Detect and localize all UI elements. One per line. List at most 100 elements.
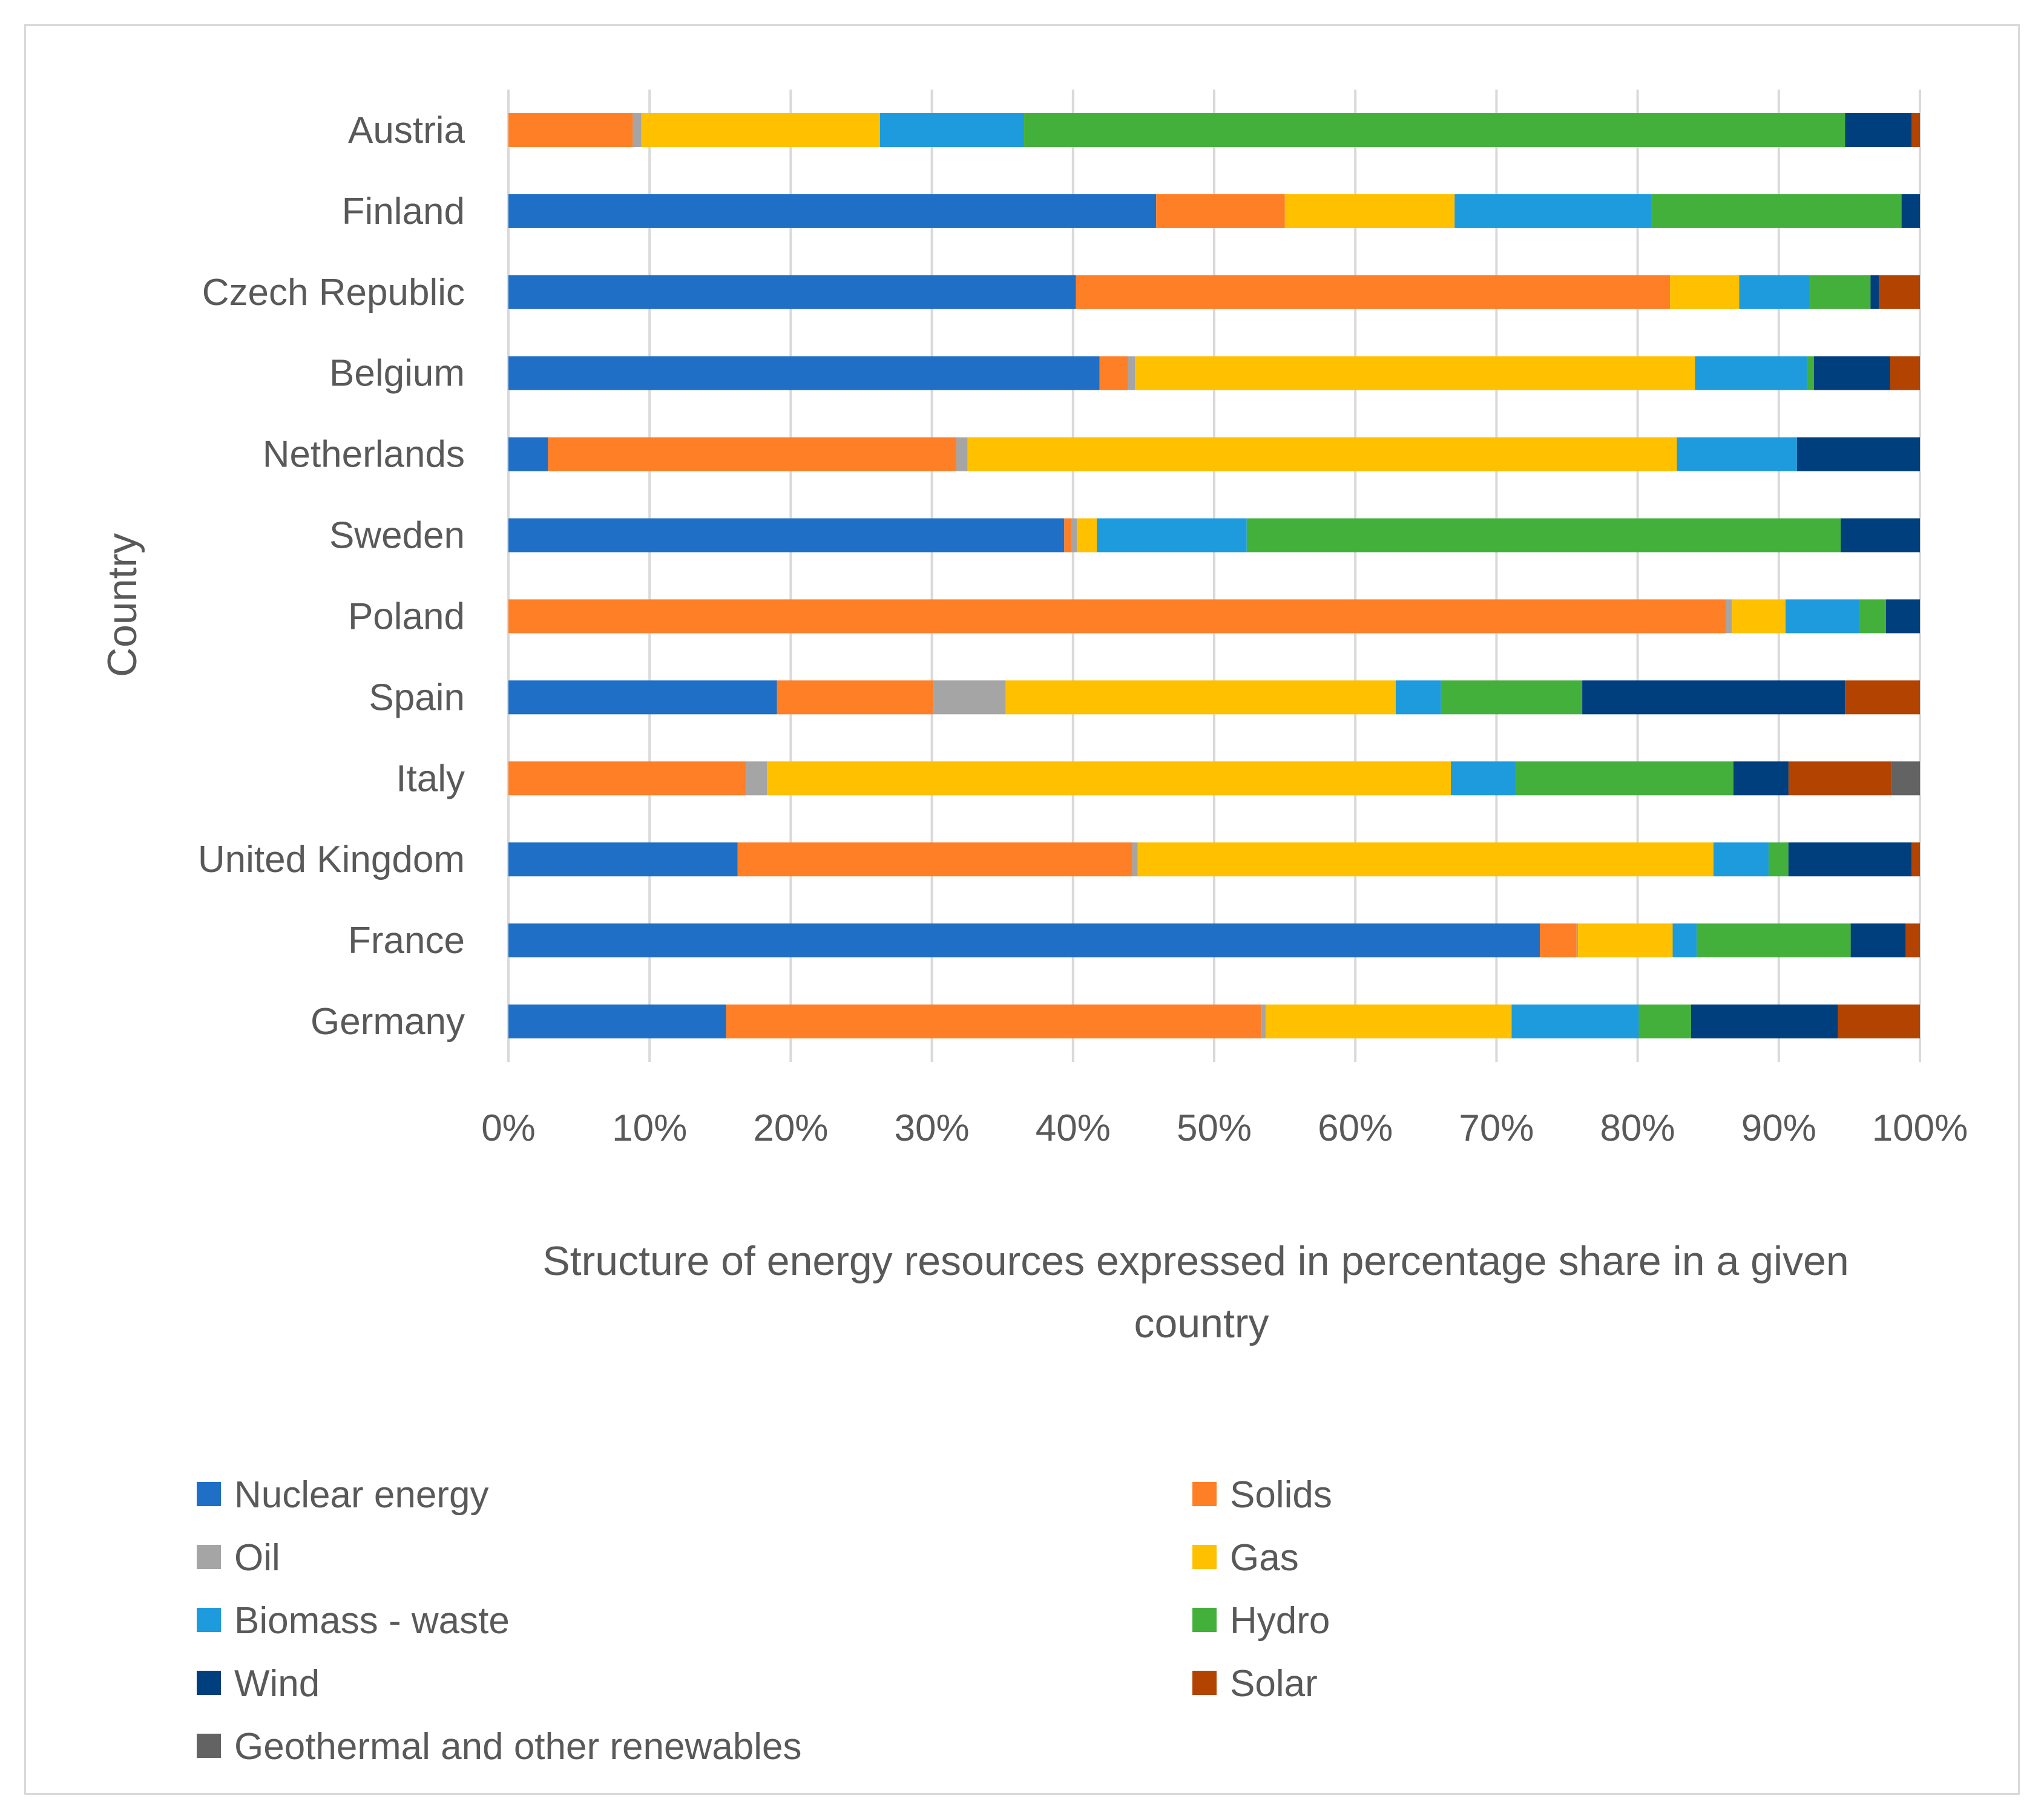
bar-finland-hydro [1651, 194, 1902, 228]
bar-netherlands-oil [956, 437, 968, 471]
bar-poland-biomass-waste [1786, 599, 1859, 634]
legend-swatch [1192, 1482, 1217, 1506]
bar-belgium-biomass-waste [1695, 356, 1807, 390]
legend-label: Solar [1230, 1663, 1318, 1705]
x-tick-label: 10% [612, 1107, 687, 1149]
legend-swatch [1192, 1608, 1217, 1632]
legend-label: Wind [234, 1663, 320, 1705]
legend-swatch [197, 1671, 221, 1695]
bar-united-kingdom-solar [1911, 842, 1920, 877]
bar-sweden-hydro [1246, 518, 1841, 552]
bar-poland-hydro [1859, 599, 1886, 634]
bar-france-hydro [1697, 923, 1851, 958]
x-tick-label: 20% [753, 1107, 828, 1149]
legend-item-solids: Solids [1192, 1474, 1332, 1516]
x-axis-title: Structure of energy resources expressed … [542, 1238, 1860, 1346]
bar-italy-solids [508, 761, 746, 796]
bar-belgium-gas [1135, 356, 1695, 390]
bar-spain-wind [1582, 680, 1845, 715]
legend-item-oil: Oil [197, 1537, 280, 1579]
bar-finland-nuclear-energy [508, 194, 1157, 228]
x-tick-label: 70% [1459, 1107, 1534, 1149]
bar-germany-hydro [1638, 1005, 1691, 1039]
bar-czech-republic-solids [1076, 275, 1671, 309]
x-tick-label: 90% [1741, 1107, 1816, 1149]
category-label-italy: Italy [396, 758, 465, 799]
gridlines [507, 90, 1921, 1062]
bar-italy-geothermal-and-other-renewables [1891, 761, 1920, 796]
category-label-netherlands: Netherlands [263, 434, 465, 476]
bar-italy-gas [767, 761, 1451, 796]
bar-netherlands-gas [967, 437, 1677, 471]
bar-finland-gas [1284, 194, 1455, 228]
legend-label: Biomass - waste [234, 1600, 510, 1642]
bar-sweden-biomass-waste [1097, 518, 1247, 552]
category-label-finland: Finland [342, 191, 465, 232]
legend-label: Oil [234, 1537, 280, 1579]
bar-italy-hydro [1516, 761, 1733, 796]
bar-poland-oil [1726, 599, 1732, 634]
legend-swatch [197, 1734, 221, 1758]
category-label-austria: Austria [348, 110, 465, 151]
chart-frame [24, 24, 2020, 1795]
bar-sweden-oil [1071, 518, 1077, 552]
bar-austria-wind [1845, 113, 1911, 147]
legend: Nuclear energy Solids Oil Gas Biomass - wast… [197, 1474, 1332, 1768]
bar-sweden-nuclear-energy [508, 518, 1065, 552]
bar-spain-solar [1845, 680, 1920, 715]
x-tick-labels: 0% 10% 20% 30% 40% 50% 60% 70% 80% 90% 100% [481, 1107, 1968, 1149]
bar-united-kingdom-oil [1132, 842, 1138, 877]
bar-austria-solar [1911, 113, 1920, 147]
bar-belgium-solar [1890, 356, 1920, 390]
bar-czech-republic-gas [1670, 275, 1740, 309]
bar-sweden-gas [1077, 518, 1097, 552]
bar-france-gas [1578, 923, 1673, 958]
bar-finland-solids [1156, 194, 1285, 228]
bar-belgium-oil [1128, 356, 1135, 390]
bar-united-kingdom-biomass-waste [1713, 842, 1769, 877]
legend-item-hydro: Hydro [1192, 1600, 1330, 1642]
bar-germany-biomass-waste [1511, 1005, 1639, 1039]
bar-germany-solids [726, 1005, 1262, 1039]
category-label-france: France [348, 920, 465, 962]
legend-swatch [197, 1482, 221, 1506]
bars [508, 113, 1920, 1039]
legend-item-geothermal-and-other-renewables: Geothermal and other renewables [197, 1726, 801, 1768]
bar-spain-gas [1005, 680, 1396, 715]
bar-spain-nuclear-energy [508, 680, 777, 715]
category-label-czech-republic: Czech Republic [202, 272, 465, 313]
bar-czech-republic-hydro [1810, 275, 1871, 309]
x-tick-label: 50% [1177, 1107, 1252, 1149]
x-tick-label: 60% [1318, 1107, 1393, 1149]
bar-austria-solids [508, 113, 633, 147]
bar-united-kingdom-wind [1788, 842, 1911, 877]
legend-swatch [1192, 1545, 1217, 1569]
bar-finland-wind [1901, 194, 1920, 228]
bar-spain-solids [777, 680, 934, 715]
category-label-united-kingdom: United Kingdom [198, 839, 465, 880]
bar-germany-nuclear-energy [508, 1005, 726, 1039]
legend-item-biomass-waste: Biomass - waste [197, 1600, 510, 1642]
legend-item-nuclear-energy: Nuclear energy [197, 1474, 488, 1516]
category-label-belgium: Belgium [329, 353, 465, 395]
legend-label: Gas [1230, 1537, 1299, 1579]
bar-poland-solids [508, 599, 1726, 634]
bar-czech-republic-wind [1870, 275, 1879, 309]
bar-sweden-solids [1064, 518, 1071, 552]
bar-belgium-nuclear-energy [508, 356, 1100, 390]
bar-spain-oil [933, 680, 1006, 715]
bar-finland-biomass-waste [1454, 194, 1652, 228]
bar-france-oil [1576, 923, 1579, 958]
bar-poland-gas [1732, 599, 1786, 634]
legend-swatch [197, 1608, 221, 1632]
legend-label: Geothermal and other renewables [234, 1726, 801, 1768]
bar-germany-solar [1838, 1005, 1920, 1039]
legend-item-gas: Gas [1192, 1537, 1299, 1579]
bar-italy-biomass-waste [1451, 761, 1516, 796]
bar-united-kingdom-nuclear-energy [508, 842, 738, 877]
bar-austria-gas [641, 113, 880, 147]
bar-austria-hydro [1024, 113, 1845, 147]
bar-france-biomass-waste [1672, 923, 1697, 958]
bar-germany-oil [1261, 1005, 1266, 1039]
category-label-germany: Germany [311, 1001, 465, 1043]
